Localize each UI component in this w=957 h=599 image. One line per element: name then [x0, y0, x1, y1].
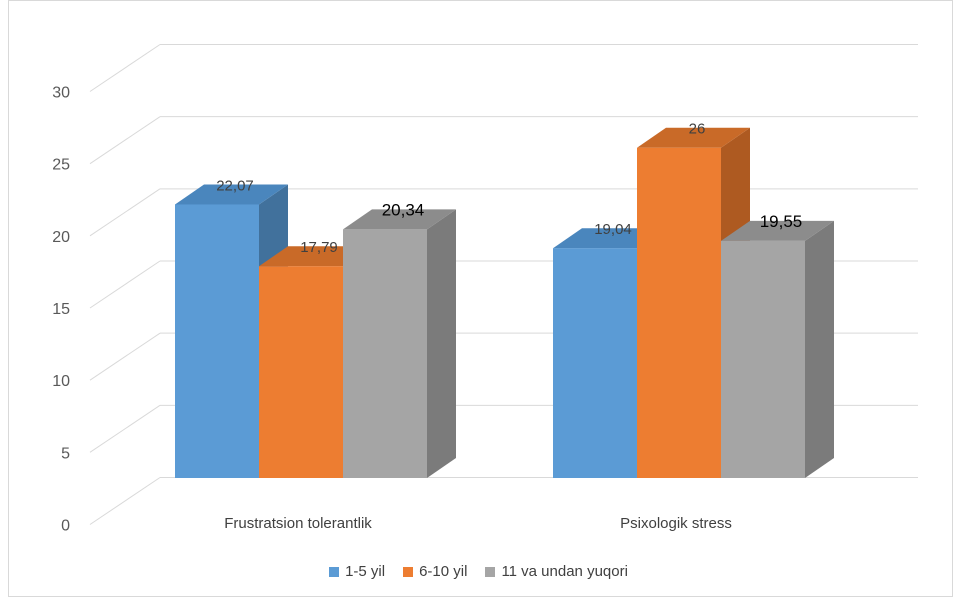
bar-side — [427, 209, 456, 478]
legend: 1-5 yil 6-10 yil 11 va undan yuqori — [0, 563, 957, 580]
data-label: 22,07 — [216, 177, 254, 194]
gridline-diag — [89, 116, 161, 165]
gridline-diag — [89, 188, 161, 237]
legend-label: 6-10 yil — [419, 563, 468, 580]
legend-item: 6-10 yil — [403, 563, 467, 580]
bar-front — [721, 240, 805, 478]
gridline-diag — [89, 477, 161, 525]
y-tick-label: 15 — [52, 301, 70, 318]
data-label: 19,04 — [594, 221, 632, 238]
y-tick-label: 0 — [61, 518, 70, 535]
bar-11-va-undan-yuqori-2 — [721, 220, 834, 478]
legend-item: 1-5 yil — [329, 563, 385, 580]
bar-front — [175, 204, 259, 478]
bar-top — [175, 184, 288, 205]
x-axis-ticks: Frustratsion tolerantlik Psixologik stres… — [224, 515, 732, 532]
gridline-diag — [89, 332, 161, 381]
data-label: 19,55 — [760, 212, 803, 231]
gridline-diag — [89, 44, 161, 92]
legend-label: 11 va undan yuqori — [501, 563, 628, 580]
y-tick-label: 5 — [61, 445, 70, 462]
bar-front — [259, 266, 343, 478]
gridline-diag — [89, 404, 161, 453]
y-tick-label: 25 — [52, 157, 70, 174]
legend-swatch — [403, 566, 414, 577]
legend-item: 11 va undan yuqori — [485, 563, 628, 580]
bar-1-5-yil-1 — [175, 184, 288, 478]
data-label: 20,34 — [382, 200, 425, 219]
bar-top — [637, 127, 750, 148]
legend-label: 1-5 yil — [345, 563, 386, 580]
y-axis-ticks: 0 5 10 15 20 25 30 — [52, 85, 70, 535]
bar-top — [343, 209, 456, 230]
bar-front — [553, 248, 637, 478]
bars — [175, 127, 834, 478]
bar-front — [343, 229, 427, 478]
gridline-diag — [89, 260, 161, 309]
x-tick-label: Psixologik stress — [620, 515, 732, 532]
data-label: 26 — [689, 121, 706, 138]
y-tick-label: 30 — [52, 85, 70, 102]
x-tick-label: Frustratsion tolerantlik — [224, 515, 372, 532]
legend-swatch — [329, 566, 340, 577]
data-labels: 22,07 17,79 20,34 19,04 26 19,55 — [216, 121, 802, 256]
y-tick-label: 20 — [52, 229, 70, 246]
bar-side — [805, 220, 834, 478]
bar-front — [637, 147, 721, 478]
bar-top — [721, 220, 834, 241]
data-label: 17,79 — [300, 239, 338, 256]
bar-11-va-undan-yuqori-1 — [343, 209, 456, 478]
legend-swatch — [485, 566, 496, 577]
y-tick-label: 10 — [52, 373, 70, 390]
